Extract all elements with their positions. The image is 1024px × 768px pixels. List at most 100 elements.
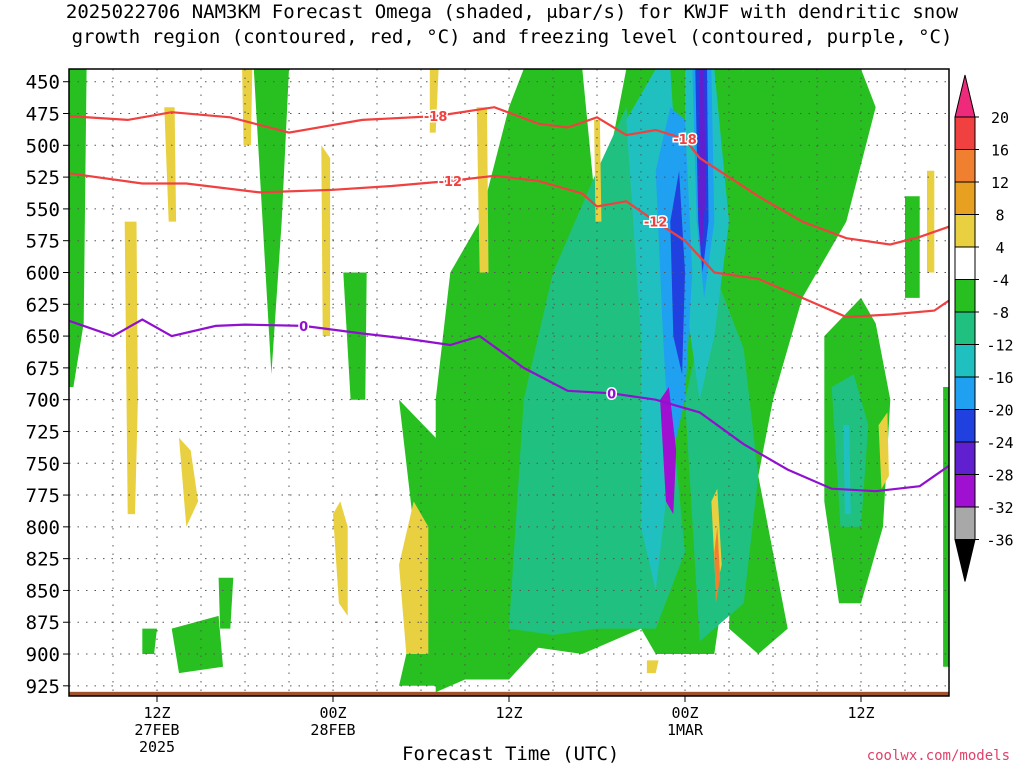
omega-region-12 — [69, 69, 87, 387]
y-tick-label-700: 700 — [26, 390, 60, 412]
x-tick-sub-0-0: 27FEB — [134, 721, 179, 739]
contour-1 — [69, 172, 949, 319]
omega-region-36 — [646, 660, 659, 674]
x-axis-title: Forecast Time (UTC) — [402, 743, 620, 765]
omega-region-20 — [905, 196, 920, 298]
colorbar-swatch-6 — [954, 279, 976, 313]
temperature-contours: -18 -18 -12 -12 0 0 — [69, 106, 949, 493]
colorbar: 20 16 12 8 4 -4 -8 -12 -16 -20 -24 -28 -32 -36 — [954, 74, 1014, 582]
colorbar-label-3: 8 — [995, 207, 1004, 225]
omega-region-38 — [714, 526, 721, 604]
colorbar-swatch-13 — [954, 506, 976, 540]
terrain-strip — [69, 691, 949, 696]
y-tick-label-800: 800 — [26, 517, 60, 539]
credit-link[interactable]: coolwx.com/models — [866, 748, 1010, 764]
chart-title: 2025022706 NAM3KM Forecast Omega (shaded… — [0, 0, 1024, 50]
y-tick-label-450: 450 — [26, 72, 60, 94]
omega-region-22 — [843, 425, 851, 515]
y-tick-label-550: 550 — [26, 199, 60, 221]
y-axis: 450 475 500 525 550 575 600 625 650 675 700 725 750 7… — [26, 72, 69, 698]
contour-2 — [69, 318, 949, 493]
colorbar-label-1: 16 — [991, 142, 1009, 160]
y-tick-label-600: 600 — [26, 262, 60, 284]
colorbar-swatch-11 — [954, 441, 976, 475]
omega-region-17 — [142, 628, 157, 654]
y-tick-label-575: 575 — [26, 231, 60, 253]
y-tick-label-875: 875 — [26, 612, 60, 634]
colorbar-swatch-2 — [954, 149, 976, 183]
title-line-1: 2025022706 NAM3KM Forecast Omega (shaded… — [65, 1, 959, 23]
colorbar-top-arrow — [954, 74, 976, 118]
contour-label-2-0: 0 — [299, 320, 308, 335]
colorbar-swatch-12 — [954, 474, 976, 508]
colorbar-label-2: 12 — [991, 174, 1009, 192]
omega-shading — [69, 69, 949, 696]
omega-region-13 — [253, 69, 289, 375]
colorbar-label-11: -28 — [986, 467, 1013, 485]
omega-region-11 — [660, 387, 677, 515]
colorbar-label-9: -20 — [986, 402, 1013, 420]
colorbar-label-13: -36 — [986, 532, 1013, 550]
y-tick-label-500: 500 — [26, 135, 60, 157]
omega-region-28 — [321, 145, 331, 337]
colorbar-swatch-4 — [954, 214, 976, 248]
omega-region-16 — [171, 615, 223, 674]
colorbar-swatch-8 — [954, 344, 976, 378]
omega-region-27 — [242, 69, 253, 146]
colorbar-swatch-1 — [954, 116, 976, 150]
omega-region-24 — [124, 221, 138, 515]
y-tick-label-750: 750 — [26, 453, 60, 475]
y-tick-label-675: 675 — [26, 358, 60, 380]
x-tick-sub-1-0: 28FEB — [310, 721, 355, 739]
omega-region-25 — [164, 107, 177, 222]
omega-region-10 — [698, 69, 706, 260]
omega-region-33 — [594, 119, 602, 222]
colorbar-label-7: -12 — [986, 337, 1013, 355]
colorbar-swatch-3 — [954, 181, 976, 215]
x-tick-label-1: 00Z — [319, 704, 346, 722]
y-tick-label-650: 650 — [26, 326, 60, 348]
contour-0 — [69, 106, 949, 246]
colorbar-swatch-7 — [954, 311, 976, 345]
colorbar-label-12: -32 — [986, 499, 1013, 517]
contour-label-2-1: 0 — [607, 387, 616, 402]
x-tick-label-4: 12Z — [847, 704, 874, 722]
omega-region-26 — [179, 437, 199, 527]
omega-region-30 — [399, 501, 429, 654]
colorbar-label-0: 20 — [991, 109, 1009, 127]
colorbar-swatch-9 — [954, 376, 976, 410]
y-tick-label-925: 925 — [26, 676, 60, 698]
contour-label-1-0: -12 — [439, 175, 463, 190]
colorbar-label-4: 4 — [995, 239, 1004, 257]
omega-region-32 — [476, 107, 489, 273]
omega-region-14 — [343, 272, 367, 400]
y-tick-label-775: 775 — [26, 485, 60, 507]
y-tick-label-850: 850 — [26, 580, 60, 602]
colorbar-label-5: -4 — [991, 272, 1009, 290]
colorbar-label-8: -16 — [986, 369, 1013, 387]
y-tick-label-725: 725 — [26, 421, 60, 443]
omega-region-37 — [927, 170, 935, 273]
y-tick-label-825: 825 — [26, 549, 60, 571]
colorbar-label-6: -8 — [991, 304, 1009, 322]
omega-region-1 — [729, 69, 876, 654]
omega-region-29 — [333, 501, 348, 616]
title-line-2: growth region (contoured, red, °C) and f… — [71, 26, 953, 48]
y-tick-label-525: 525 — [26, 167, 60, 189]
omega-region-23 — [943, 387, 949, 667]
omega-region-15 — [399, 399, 458, 686]
colorbar-label-10: -24 — [986, 434, 1013, 452]
omega-region-18 — [218, 577, 234, 629]
contour-label-0-1: -18 — [673, 133, 697, 148]
colorbar-swatch-5 — [954, 246, 976, 280]
contour-label-1-1: -12 — [644, 216, 668, 231]
x-tick-sub-0-1: 2025 — [139, 738, 175, 756]
x-tick-sub-3-0: 1MAR — [667, 721, 704, 739]
y-tick-label-625: 625 — [26, 294, 60, 316]
colorbar-bottom-arrow — [954, 539, 976, 582]
x-tick-label-0: 12Z — [143, 704, 170, 722]
x-tick-label-3: 00Z — [671, 704, 698, 722]
x-tick-label-2: 12Z — [495, 704, 522, 722]
